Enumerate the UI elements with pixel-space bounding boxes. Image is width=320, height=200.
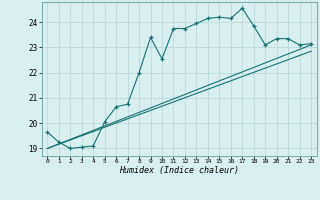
X-axis label: Humidex (Indice chaleur): Humidex (Indice chaleur) (119, 166, 239, 175)
